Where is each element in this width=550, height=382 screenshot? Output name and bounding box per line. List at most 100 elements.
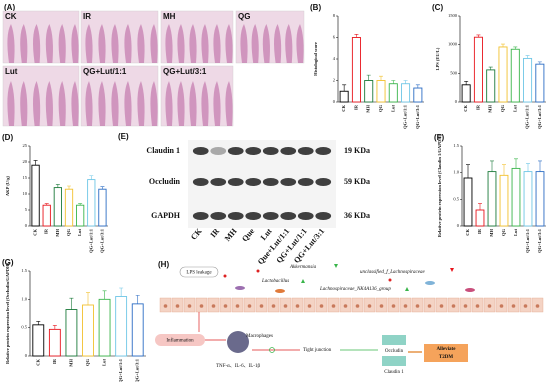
image-label: Lut [5,67,18,76]
error-bar [55,184,60,188]
nucleus [403,304,408,308]
band [245,147,262,155]
error-bar [490,160,494,172]
bacteria-label: Akkermansia [289,265,317,270]
x-tick-label: IR [477,228,482,234]
x-tick-label: CK [33,229,38,236]
band [262,212,279,220]
x-tick-label: CK [35,359,40,366]
x-tick-label: QG+Lut/3:1 [537,228,542,253]
y-tick-label: 0.5 [21,325,27,330]
y-tick-label: 20 [23,159,28,164]
villus [71,24,79,63]
up-marker [334,264,338,268]
bar [65,309,78,357]
band [297,212,314,220]
villus [137,81,145,126]
x-tick-label: QG [378,105,383,113]
x-tick-label: CK [341,105,346,112]
bar [32,324,45,357]
error-bar [135,295,140,304]
villus [45,24,53,63]
bar [498,46,508,103]
villus [58,81,66,126]
band [210,178,227,186]
panel-label: (B) [310,3,321,12]
image-label: QG+Lut/3:1 [163,67,207,76]
bar [339,90,349,103]
x-tick-label: QG+Lut/1:1 [525,228,530,253]
villus [296,24,304,63]
villus [124,24,132,63]
x-tick-label: QG+Lut/1:1 [118,358,123,382]
villus [262,24,270,63]
band [315,212,332,220]
villus [201,81,209,126]
image-label: CK [5,12,17,21]
bar [64,188,74,227]
panel-label: (D) [2,133,13,142]
bar [511,167,521,227]
y-tick-label: 5 [25,207,28,212]
villus [177,81,185,126]
error-bar [33,160,38,166]
lps-box [179,266,219,278]
error-bar [354,33,359,38]
outcome-label: Alleviate [437,347,457,352]
x-tick-label: QG [500,105,505,113]
x-tick-label: QG+Lut/1:1 [88,228,93,253]
villus [189,24,197,63]
villus [33,81,41,126]
villus [45,81,53,126]
x-tick-label: Lut [77,229,82,237]
bar [401,83,411,103]
error-bar [366,74,371,81]
villus [251,24,259,63]
error-bar [44,203,49,206]
claudin-icon [382,356,406,366]
band [315,147,332,155]
error-bar [36,321,41,325]
villus [58,24,66,63]
band [280,147,297,155]
y-axis-label: Histological score [313,42,318,76]
y-tick-label: 1500 [448,13,458,18]
lps-label: LPS leakage [186,271,212,276]
nucleus [487,304,492,308]
x-tick-label: MH [55,229,60,237]
bar [461,84,471,103]
x-tick-label: CK [463,105,468,112]
villus [20,24,28,63]
y-tick-label: 1.0 [21,296,27,301]
error-bar [502,164,506,176]
panel-label: (G) [2,258,14,267]
y-tick-label: 1000 [448,42,458,47]
x-tick-label: MH [366,105,371,113]
claudin-label: Claudin 1 [384,370,404,375]
bar [510,48,520,103]
x-tick-label: Lut [513,229,518,237]
villus [124,81,132,126]
x-tick-label: QG [501,229,506,237]
size-label: 59 KDa [344,177,370,186]
error-bar [69,297,74,310]
bar [535,171,545,227]
nucleus [271,304,276,308]
x-tick-label: QG+Lut/1:1 [525,104,530,129]
panel-label: (E) [118,132,129,141]
nucleus [427,304,432,308]
x-tick-label: IR [52,358,57,364]
histology-image [2,65,80,127]
villus [20,81,28,126]
bar [76,204,85,227]
x-tick-label: IR [353,104,358,110]
bar [98,298,111,357]
histology-image [2,10,80,64]
band [245,178,262,186]
down-marker [450,268,454,272]
error-bar [342,84,347,92]
lane-label: MH [223,226,239,243]
bar-chart: (D) AKP (U/g) 0 5 10 15 20 25 CK IR MH QG Lut QG+Lut/… [2,133,108,253]
x-tick-label: IR [475,104,480,110]
